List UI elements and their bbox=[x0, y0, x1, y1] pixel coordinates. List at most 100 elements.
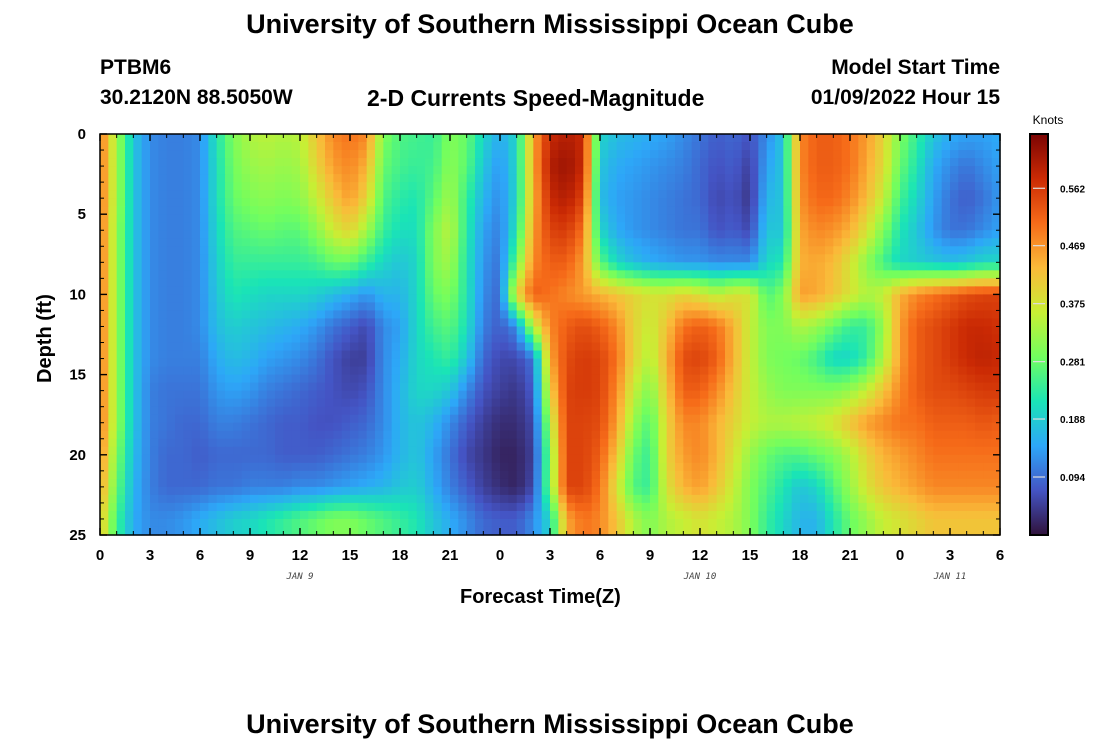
heatmap-cell bbox=[325, 166, 334, 175]
heatmap-cell bbox=[975, 246, 984, 255]
heatmap-cell bbox=[691, 494, 701, 504]
heatmap-cell bbox=[908, 334, 918, 344]
heatmap-cell bbox=[766, 190, 776, 199]
heatmap-cell bbox=[625, 222, 634, 231]
heatmap-cell bbox=[833, 238, 843, 247]
heatmap-cell bbox=[225, 246, 234, 255]
heatmap-cell bbox=[850, 462, 859, 472]
heatmap-cell bbox=[183, 478, 193, 488]
heatmap-cell bbox=[975, 406, 984, 416]
heatmap-cell bbox=[983, 334, 993, 344]
heatmap-cell bbox=[916, 206, 926, 215]
heatmap-cell bbox=[858, 190, 868, 199]
heatmap-cell bbox=[416, 134, 426, 143]
heatmap-cell bbox=[166, 214, 176, 223]
heatmap-cell bbox=[766, 382, 776, 392]
heatmap-cell bbox=[566, 374, 576, 384]
heatmap-cell bbox=[508, 398, 518, 408]
heatmap-cell bbox=[591, 310, 601, 320]
heatmap-cell bbox=[425, 190, 434, 199]
heatmap-cell bbox=[100, 262, 109, 271]
heatmap-cell bbox=[116, 470, 126, 480]
heatmap-cell bbox=[233, 262, 243, 271]
heatmap-cell bbox=[683, 246, 693, 255]
heatmap-cell bbox=[933, 358, 943, 368]
heatmap-cell bbox=[458, 486, 468, 496]
heatmap-cell bbox=[441, 390, 451, 400]
heatmap-cell bbox=[825, 382, 834, 392]
heatmap-cell bbox=[591, 134, 601, 143]
heatmap-cell bbox=[766, 470, 776, 480]
heatmap-cell bbox=[616, 398, 626, 408]
heatmap-cell bbox=[350, 390, 359, 400]
heatmap-cell bbox=[633, 326, 643, 336]
heatmap-cell bbox=[100, 334, 109, 344]
heatmap-cell bbox=[141, 350, 151, 360]
heatmap-cell bbox=[666, 438, 676, 448]
heatmap-cell bbox=[833, 302, 843, 312]
heatmap-cell bbox=[400, 350, 409, 360]
heatmap-cell bbox=[666, 222, 676, 231]
heatmap-cell bbox=[716, 438, 726, 448]
heatmap-cell bbox=[900, 486, 909, 496]
heatmap-cell bbox=[766, 462, 776, 472]
heatmap-cell bbox=[225, 150, 234, 159]
heatmap-cell bbox=[983, 366, 993, 376]
heatmap-cell bbox=[658, 486, 668, 496]
heatmap-cell bbox=[883, 366, 893, 376]
heatmap-cell bbox=[550, 390, 559, 400]
heatmap-cell bbox=[416, 278, 426, 287]
chart-subtitle: 2-D Currents Speed-Magnitude bbox=[367, 85, 705, 111]
heatmap-cell bbox=[658, 262, 668, 271]
heatmap-cell bbox=[858, 174, 868, 183]
heatmap-cell bbox=[458, 318, 468, 328]
heatmap-cell bbox=[108, 478, 118, 488]
heatmap-cell bbox=[458, 206, 468, 215]
heatmap-cell bbox=[875, 134, 884, 143]
heatmap-cell bbox=[625, 382, 634, 392]
heatmap-cell bbox=[400, 166, 409, 175]
heatmap-cell bbox=[325, 278, 334, 287]
heatmap-cell bbox=[483, 334, 493, 344]
heatmap-cell bbox=[375, 182, 384, 191]
heatmap-cell bbox=[600, 494, 609, 504]
heatmap-cell bbox=[841, 158, 851, 167]
heatmap-cell bbox=[658, 158, 668, 167]
heatmap-cell bbox=[433, 486, 443, 496]
heatmap-cell bbox=[433, 270, 443, 279]
heatmap-cell bbox=[325, 150, 334, 159]
heatmap-cell bbox=[475, 302, 484, 312]
heatmap-cell bbox=[891, 414, 901, 424]
heatmap-cell bbox=[833, 222, 843, 231]
heatmap-cell bbox=[316, 358, 326, 368]
heatmap-cell bbox=[166, 150, 176, 159]
heatmap-cell bbox=[950, 246, 959, 255]
heatmap-cell bbox=[108, 158, 118, 167]
heatmap-cell bbox=[691, 334, 701, 344]
heatmap-cell bbox=[875, 406, 884, 416]
heatmap-cell bbox=[250, 270, 259, 279]
heatmap-cell bbox=[775, 150, 784, 159]
heatmap-cell bbox=[483, 342, 493, 352]
heatmap-cell bbox=[908, 414, 918, 424]
heatmap-cell bbox=[800, 246, 809, 255]
heatmap-cell bbox=[150, 230, 159, 239]
heatmap-cell bbox=[675, 278, 684, 287]
heatmap-cell bbox=[725, 446, 734, 456]
heatmap-cell bbox=[550, 342, 559, 352]
heatmap-cell bbox=[450, 318, 459, 328]
heatmap-cell bbox=[591, 158, 601, 167]
heatmap-cell bbox=[875, 414, 884, 424]
heatmap-cell bbox=[525, 350, 534, 360]
heatmap-cell bbox=[741, 214, 751, 223]
heatmap-cell bbox=[958, 310, 968, 320]
heatmap-cell bbox=[666, 230, 676, 239]
heatmap-cell bbox=[408, 230, 418, 239]
heatmap-cell bbox=[541, 254, 551, 263]
heatmap-cell bbox=[933, 318, 943, 328]
heatmap-cell bbox=[150, 302, 159, 312]
heatmap-cell bbox=[175, 134, 184, 143]
heatmap-cell bbox=[466, 142, 476, 151]
heatmap-cell bbox=[750, 342, 759, 352]
heatmap-cell bbox=[366, 198, 376, 207]
